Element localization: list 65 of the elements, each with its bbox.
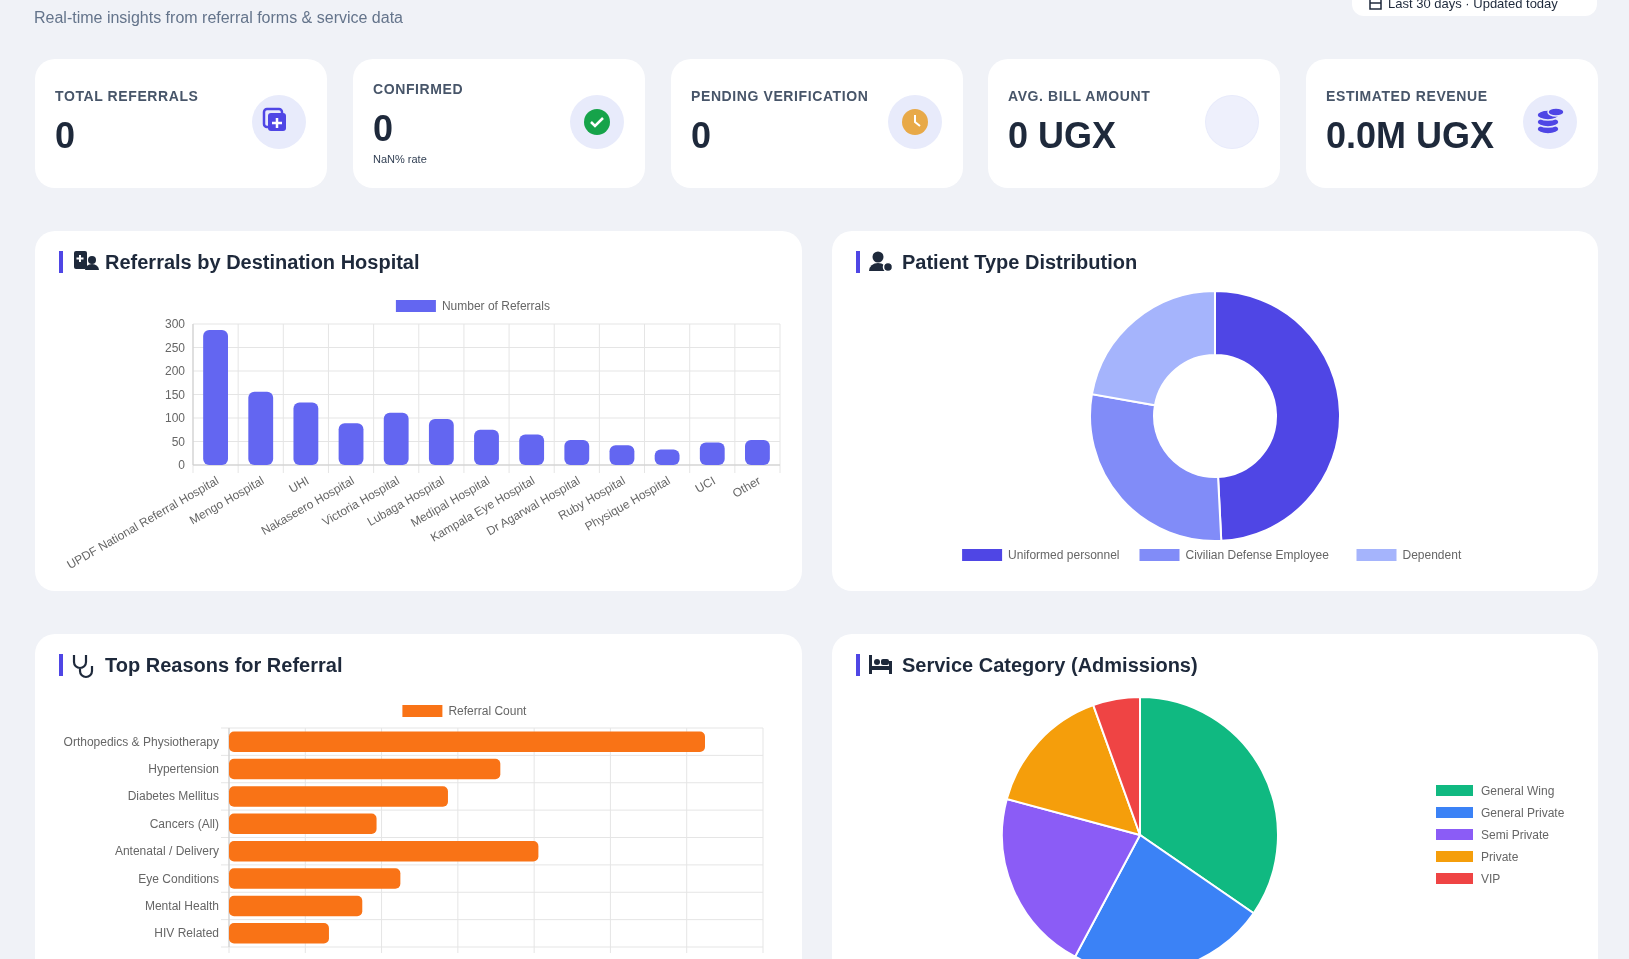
y-tick-label: Eye Conditions <box>138 871 219 886</box>
x-tick-label: UCI <box>692 473 718 496</box>
text: 0 UGX <box>1008 115 1117 156</box>
bar <box>229 758 501 780</box>
bar <box>229 840 539 862</box>
chart-title: Service Category (Admissions) <box>902 654 1198 676</box>
y-tick-label: Orthopedics & Physiotherapy <box>63 734 219 749</box>
y-tick-label: Diabetes Mellitus <box>127 789 219 804</box>
bar <box>293 402 319 465</box>
chart-title: Top Reasons for Referral <box>105 654 343 676</box>
legend-label: Uniformed personnel <box>1008 548 1120 562</box>
text: 0 <box>691 115 712 156</box>
text: NaN% rate <box>373 153 427 165</box>
y-tick-label: HIV Related <box>154 926 219 941</box>
legend-label: Number of Referrals <box>441 299 550 313</box>
bar <box>229 868 401 889</box>
bar <box>428 418 454 465</box>
y-tick-label: 200 <box>164 364 186 378</box>
x-tick-label: UHI <box>286 473 312 496</box>
legend-label: General Wing <box>1481 784 1555 798</box>
y-tick-label: 150 <box>164 387 186 402</box>
category-label: AVG. BILL AMOUNT <box>1008 88 1151 104</box>
legend-label: Private <box>1481 850 1519 864</box>
y-tick-label: Antenatal / Delivery <box>114 844 219 859</box>
bar <box>654 449 680 465</box>
bar <box>519 434 545 465</box>
text: 0 <box>373 108 394 149</box>
chart-title: Referrals by Destination Hospital <box>105 251 420 273</box>
bar <box>229 813 377 835</box>
bar <box>564 440 590 465</box>
y-tick-label: 250 <box>164 340 186 355</box>
legend-label: Semi Private <box>1481 828 1550 842</box>
legend-label: General Private <box>1481 806 1565 820</box>
category-label: PENDING VERIFICATION <box>691 88 869 104</box>
y-tick-label: 300 <box>164 317 186 331</box>
y-tick-label: Cancers (All) <box>149 816 219 831</box>
bar <box>474 429 499 465</box>
legend-label: Dependent <box>1402 548 1462 562</box>
y-tick-label: 100 <box>164 411 186 425</box>
bar <box>699 442 725 465</box>
text: Real-time insights from referral forms & service data <box>34 9 404 26</box>
chart-title: Patient Type Distribution <box>902 251 1138 273</box>
bar <box>609 445 635 465</box>
legend-label: Referral Count <box>448 704 528 718</box>
y-tick-label: Mental Health <box>144 898 219 913</box>
text: 0 <box>55 115 76 156</box>
y-tick-label: 50 <box>171 434 186 449</box>
bar <box>229 786 448 807</box>
category-label: CONFIRMED <box>373 81 464 97</box>
bar <box>745 440 770 465</box>
bar <box>203 330 228 465</box>
bar <box>383 412 409 465</box>
bar <box>338 423 364 465</box>
bar <box>248 391 274 465</box>
bar <box>229 923 329 944</box>
text: 0.0M UGX <box>1326 115 1495 156</box>
x-tick-label: Other <box>729 473 763 501</box>
category-label: ESTIMATED REVENUE <box>1326 88 1488 104</box>
bar <box>229 895 363 917</box>
bar <box>229 731 705 752</box>
category-label: TOTAL REFERRALS <box>55 88 199 104</box>
legend-label: Civilian Defense Employee <box>1185 548 1330 562</box>
legend-label: VIP <box>1481 872 1501 886</box>
y-tick-label: 0 <box>178 458 186 472</box>
y-tick-label: Hypertension <box>148 762 219 777</box>
